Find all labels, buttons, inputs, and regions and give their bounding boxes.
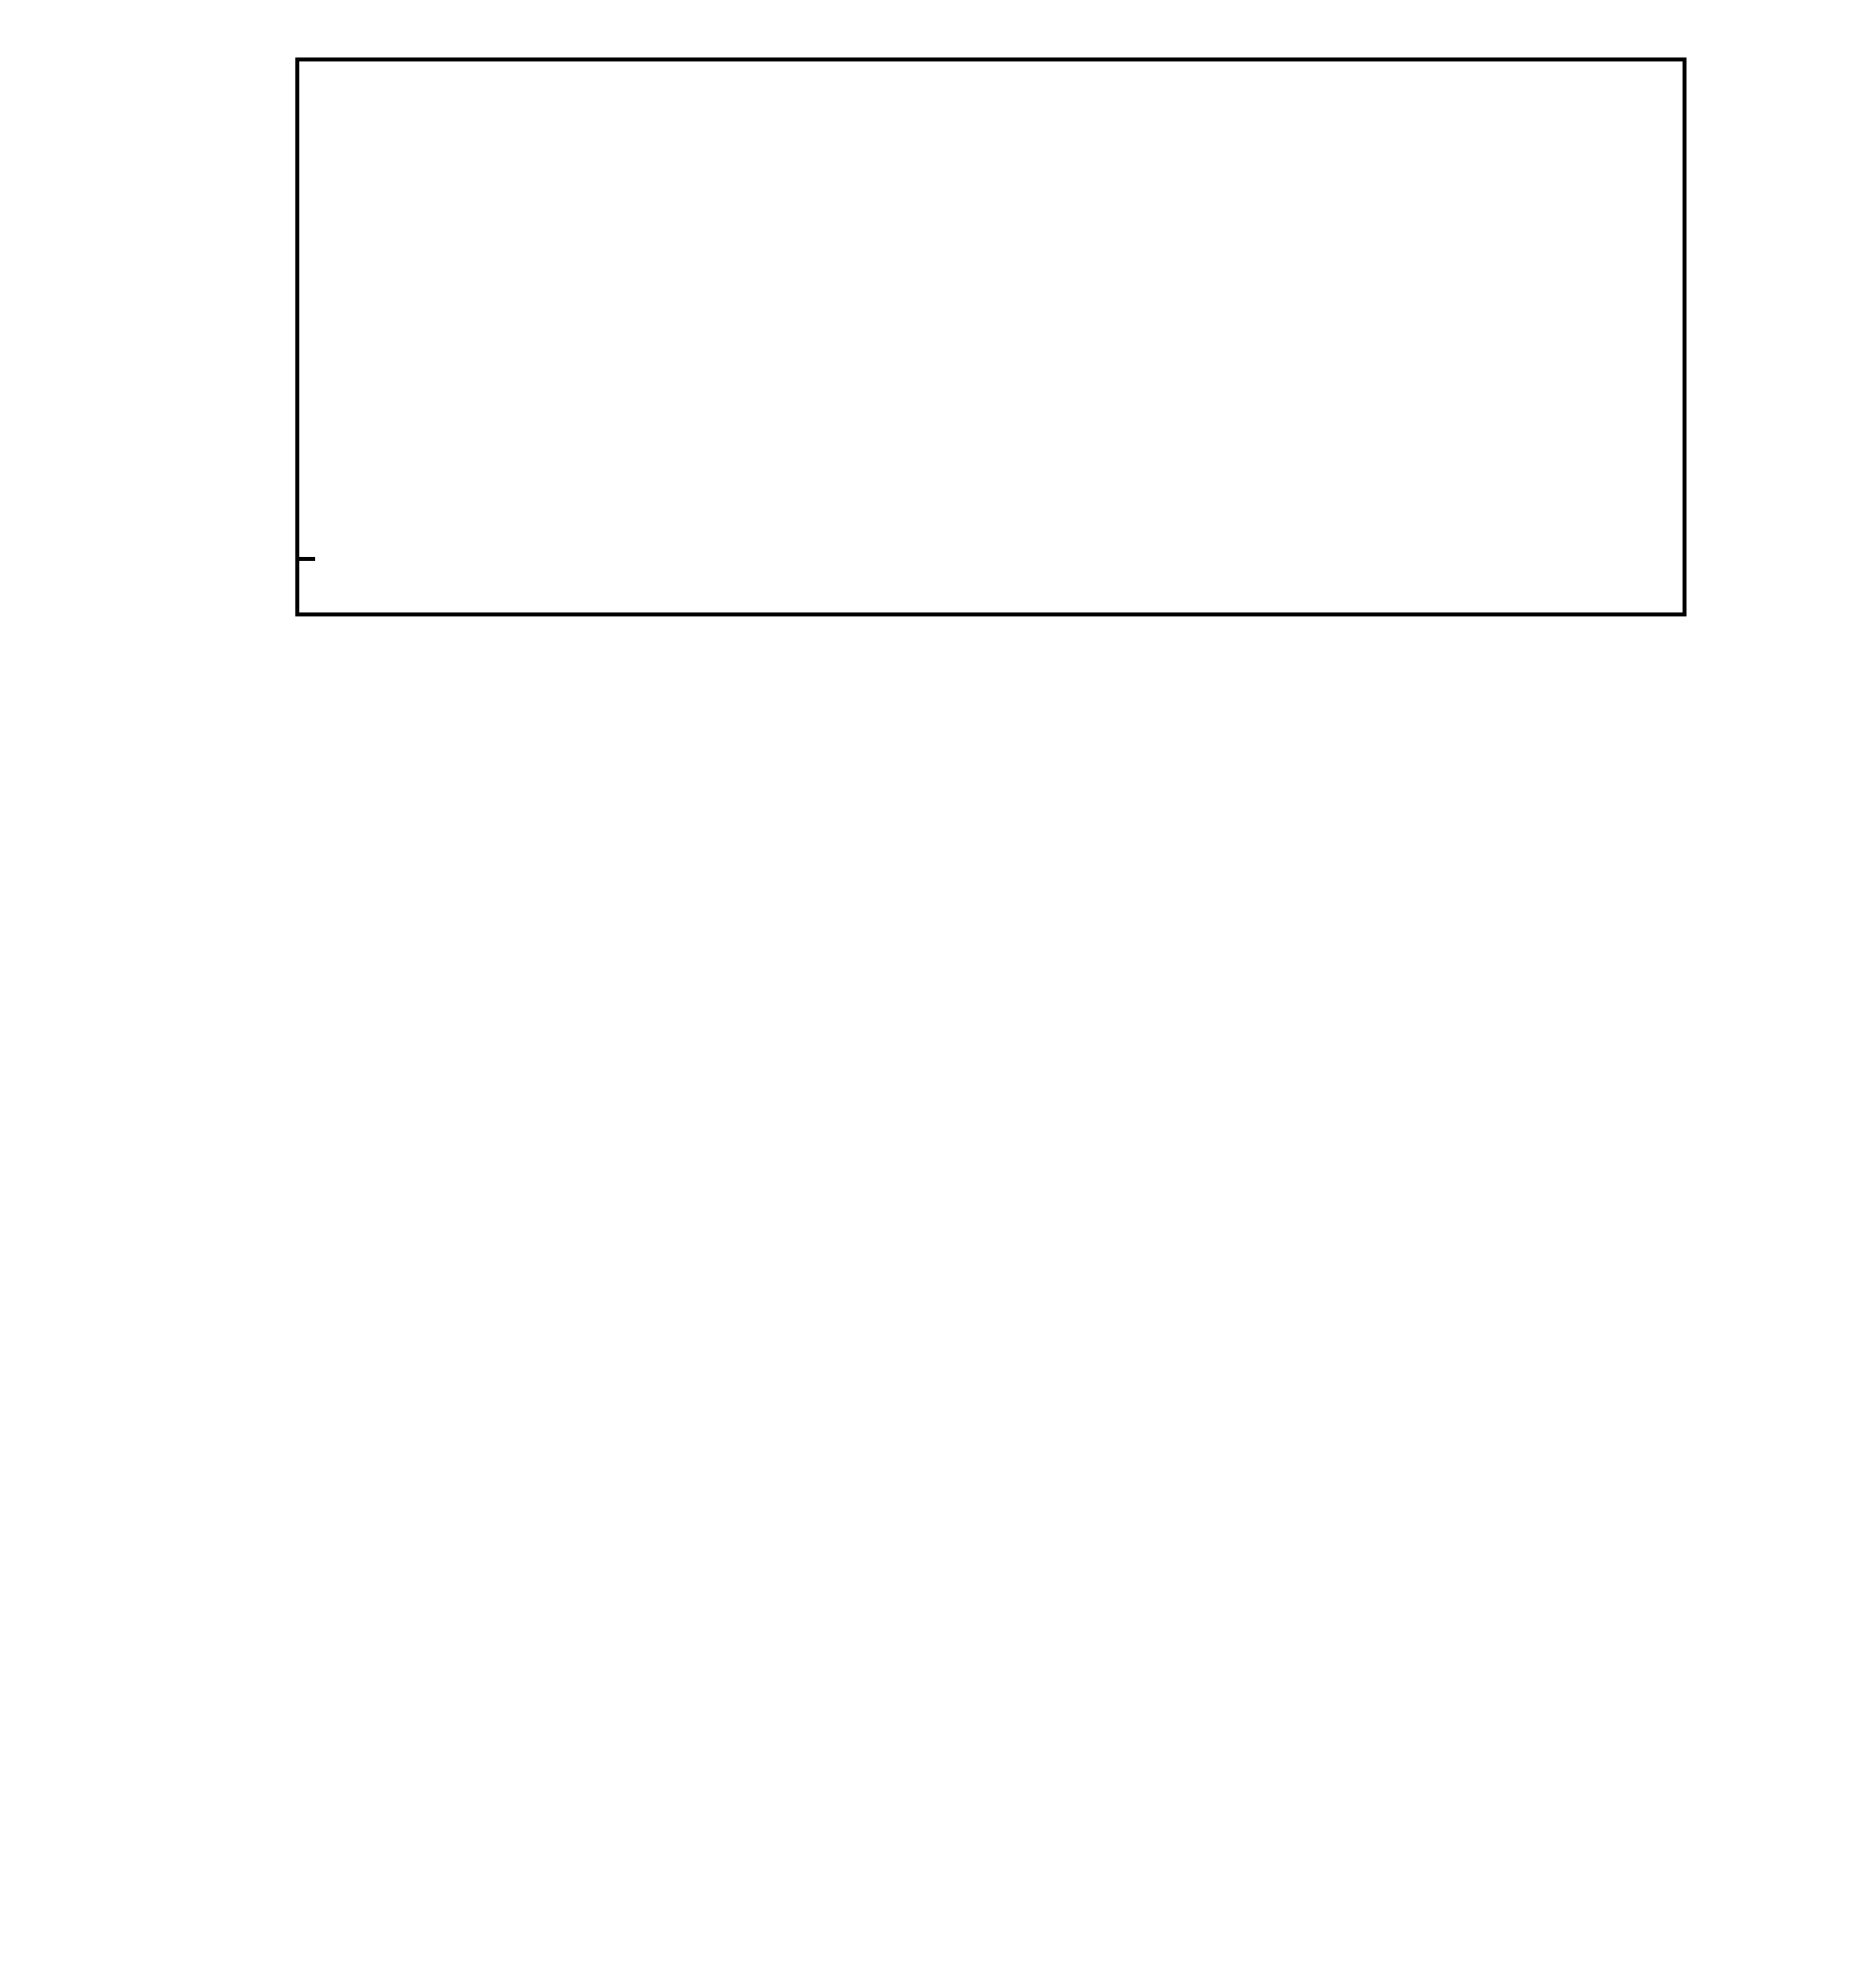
figure-root bbox=[0, 0, 1851, 1983]
figure-svg bbox=[0, 0, 1851, 1983]
panel-a-frame bbox=[297, 59, 1685, 614]
